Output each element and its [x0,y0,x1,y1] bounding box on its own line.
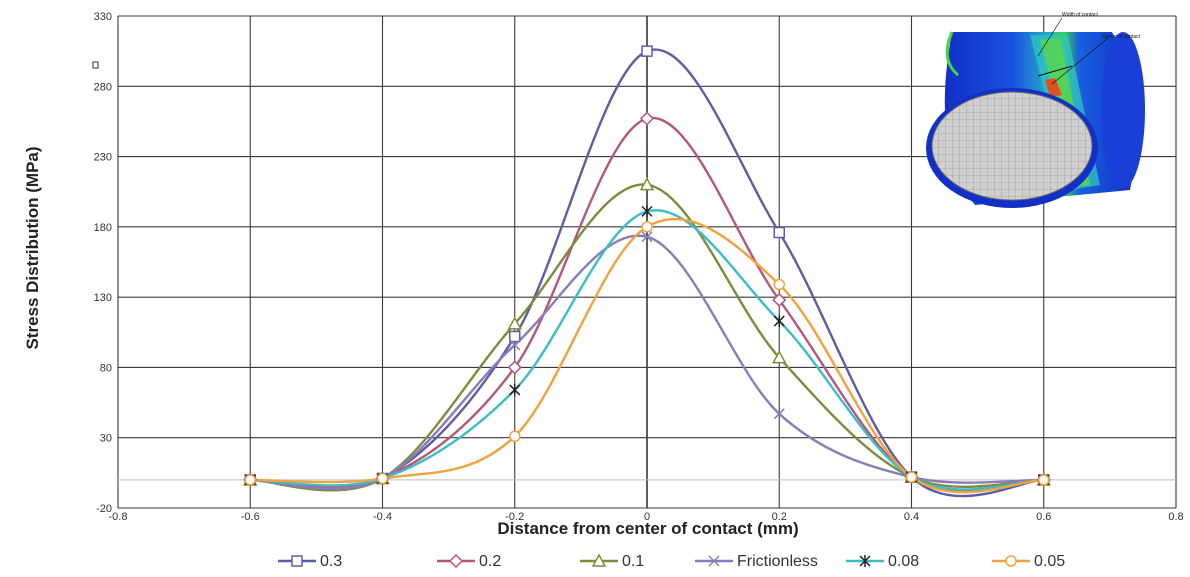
data-point-2-3 [639,177,655,191]
data-point-5-0 [244,474,256,486]
legend-swatch-marker [708,555,720,567]
data-point-5-6 [1038,474,1050,486]
x-tick-label: 0 [644,511,650,523]
y-tick-label: 280 [94,81,112,93]
x-tick-label: -0.4 [373,511,392,523]
legend-entry-2: 0.1 [580,553,644,570]
data-point-3-3 [641,231,653,243]
x-tick-label: -0.6 [241,511,260,523]
inset-label-width: Width of contact [1062,12,1098,18]
legend-entry-1: 0.2 [437,553,501,570]
data-point-4-4 [773,315,785,328]
data-point-4-2 [509,383,521,396]
x-axis-title: Distance from center of contact (mm) [497,519,798,538]
data-point-0-2 [509,330,521,343]
data-point-5-2 [509,430,521,443]
x-tick-label: 0.2 [772,511,787,523]
data-point-5-3 [641,221,653,233]
data-point-5-4 [773,278,785,291]
legend-label: 0.1 [622,553,644,570]
gridlines [117,15,1177,509]
inset-cylinder-image: Width of contact Center of contact [926,12,1145,208]
y-tick-label: 230 [94,152,112,164]
data-point-0-3 [641,45,653,57]
legend-entry-4: 0.08 [846,553,919,570]
legend-label: 0.05 [1034,553,1065,570]
legend: 0.3 0.2 0.1 Frictionless 0.08 0.05 [278,553,1065,570]
legend-swatch-marker [448,553,464,569]
inset-label-center: Center of contact [1102,34,1141,40]
x-tick-label: 0.4 [904,511,919,523]
y-tick-label: 130 [94,292,112,304]
y-tick-label: -20 [96,503,112,515]
data-point-4-3 [641,205,653,218]
legend-swatch-marker [591,553,607,567]
y-tick-label: 80 [100,362,112,374]
y-tick-label: 180 [94,222,112,234]
y-tick-label: 30 [100,433,112,445]
legend-label: 0.3 [320,553,342,570]
legend-swatch-marker [1005,555,1017,567]
data-point-1-2 [507,360,522,375]
legend-swatch-marker [291,555,303,567]
data-point-2-4 [771,350,787,364]
legend-label: Frictionless [737,553,818,570]
y-tick-label: 330 [94,11,112,23]
x-tick-label: 0.6 [1036,511,1051,523]
data-markers [242,45,1052,487]
tick-labels: -0.8 -0.6 -0.4 -0.2 0 0.2 0.4 0.6 0.8 -20 30 80 130 1… [94,11,1184,523]
legend-entry-3: Frictionless [695,553,818,570]
data-point-0-4 [773,226,785,239]
data-point-3-4 [773,408,785,420]
x-tick-label: -0.2 [505,511,524,523]
y-axis-title: Stress Distribution (MPa) [23,146,42,349]
legend-label: 0.08 [888,553,919,570]
x-tick-label: 0.8 [1168,511,1183,523]
data-point-3-2 [509,339,521,351]
legend-label: 0.2 [479,553,501,570]
data-point-1-3 [639,111,655,126]
data-point-1-4 [772,292,787,308]
legend-swatch-marker [859,555,871,567]
legend-entry-0: 0.3 [278,553,342,570]
data-point-5-5 [905,471,918,483]
data-point-2-2 [507,316,523,330]
x-tick-label: -0.8 [109,511,128,523]
data-point-5-1 [376,472,389,485]
legend-entry-5: 0.05 [992,553,1065,570]
square-marker-glyph [92,61,99,69]
